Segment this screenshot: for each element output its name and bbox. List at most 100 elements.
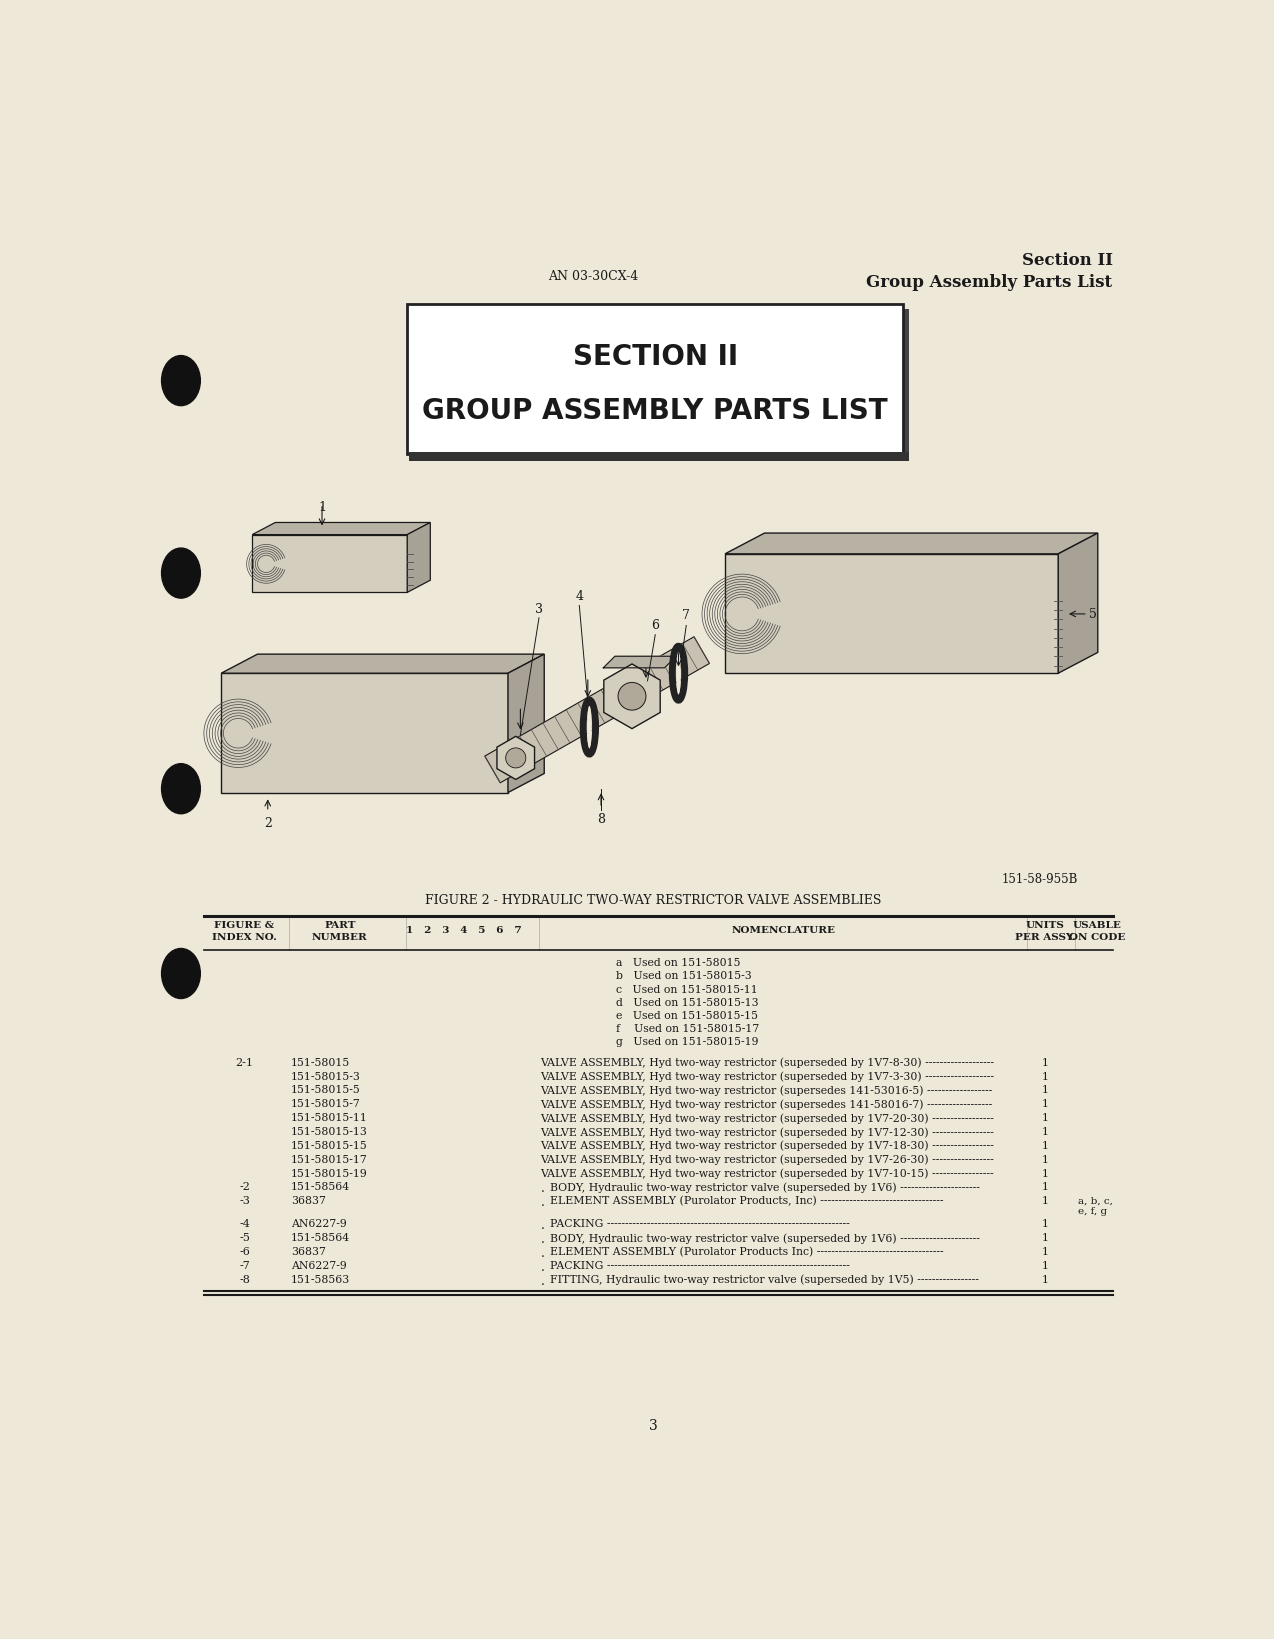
Text: VALVE ASSEMBLY, Hyd two-way restrictor (superseded by 1V7-12-30) ---------------: VALVE ASSEMBLY, Hyd two-way restrictor (…: [540, 1126, 994, 1137]
Text: .: .: [540, 1260, 544, 1274]
Text: VALVE ASSEMBLY, Hyd two-way restrictor (superseded by 1V7-8-30) ----------------: VALVE ASSEMBLY, Hyd two-way restrictor (…: [540, 1057, 995, 1067]
Text: PACKING -------------------------------------------------------------------: PACKING --------------------------------…: [550, 1219, 850, 1229]
Text: -3: -3: [240, 1195, 250, 1206]
Text: 1: 1: [1042, 1070, 1049, 1080]
Ellipse shape: [162, 764, 200, 815]
Bar: [408, 305, 903, 454]
Text: 1: 1: [1042, 1219, 1049, 1229]
Text: PACKING -------------------------------------------------------------------: PACKING --------------------------------…: [550, 1260, 850, 1270]
Text: 1: 1: [1042, 1057, 1049, 1067]
Ellipse shape: [587, 706, 591, 749]
Ellipse shape: [506, 749, 526, 769]
Text: -7: -7: [240, 1260, 250, 1270]
Bar: [413, 310, 908, 461]
Text: 151-58564: 151-58564: [290, 1233, 350, 1242]
Polygon shape: [725, 554, 1059, 674]
Text: .: .: [540, 1195, 544, 1208]
Text: 151-58015-19: 151-58015-19: [290, 1169, 368, 1178]
Text: -2: -2: [240, 1182, 250, 1192]
Text: VALVE ASSEMBLY, Hyd two-way restrictor (supersedes 141-53016-5) ----------------: VALVE ASSEMBLY, Hyd two-way restrictor (…: [540, 1085, 992, 1095]
Text: 151-58015-15: 151-58015-15: [290, 1141, 368, 1151]
Text: 1: 1: [318, 500, 326, 513]
Polygon shape: [222, 674, 508, 793]
Text: 151-58015-7: 151-58015-7: [290, 1098, 361, 1108]
Text: 3: 3: [648, 1418, 657, 1432]
Text: -6: -6: [240, 1246, 250, 1257]
Text: -4: -4: [240, 1219, 250, 1229]
Text: 1: 1: [1042, 1141, 1049, 1151]
Text: -8: -8: [240, 1274, 250, 1283]
Text: 1: 1: [1042, 1126, 1049, 1136]
Text: FITTING, Hydraulic two-way restrictor valve (superseded by 1V5) ----------------: FITTING, Hydraulic two-way restrictor va…: [550, 1274, 978, 1285]
Polygon shape: [485, 638, 710, 783]
Text: g   Used on 151-58015-19: g Used on 151-58015-19: [617, 1036, 759, 1046]
Text: 3: 3: [535, 603, 543, 616]
Text: 2-1: 2-1: [236, 1057, 254, 1067]
Text: 151-58015-5: 151-58015-5: [290, 1085, 361, 1095]
Text: .: .: [540, 1219, 544, 1231]
Bar: [409, 452, 908, 462]
Text: 151-58015: 151-58015: [290, 1057, 350, 1067]
Text: 1: 1: [1042, 1233, 1049, 1242]
Text: 1: 1: [1042, 1274, 1049, 1283]
Ellipse shape: [162, 356, 200, 406]
Text: .: .: [540, 1246, 544, 1259]
Text: BODY, Hydraulic two-way restrictor valve (superseded by 1V6) -------------------: BODY, Hydraulic two-way restrictor valve…: [550, 1233, 980, 1242]
Text: AN 03-30CX-4: AN 03-30CX-4: [548, 270, 638, 284]
Text: ELEMENT ASSEMBLY (Purolator Products, Inc) ----------------------------------: ELEMENT ASSEMBLY (Purolator Products, In…: [550, 1195, 943, 1206]
Text: 8: 8: [598, 813, 605, 826]
Text: 151-58015-11: 151-58015-11: [290, 1113, 368, 1123]
Text: 151-58563: 151-58563: [290, 1274, 350, 1283]
Text: BODY, Hydraulic two-way restrictor valve (superseded by 1V6) -------------------: BODY, Hydraulic two-way restrictor valve…: [550, 1182, 980, 1192]
Text: AN6227-9: AN6227-9: [290, 1260, 347, 1270]
Polygon shape: [1059, 534, 1098, 674]
Text: 151-58015-13: 151-58015-13: [290, 1126, 368, 1136]
Text: 4: 4: [576, 590, 583, 603]
Polygon shape: [725, 534, 1098, 554]
Text: 151-58015-3: 151-58015-3: [290, 1070, 361, 1080]
Text: SECTION II: SECTION II: [573, 343, 738, 370]
Polygon shape: [222, 654, 544, 674]
Text: 151-58-955B: 151-58-955B: [1001, 872, 1078, 885]
Text: GROUP ASSEMBLY PARTS LIST: GROUP ASSEMBLY PARTS LIST: [423, 397, 888, 425]
Text: .: .: [540, 1274, 544, 1287]
Text: VALVE ASSEMBLY, Hyd two-way restrictor (superseded by 1V7-20-30) ---------------: VALVE ASSEMBLY, Hyd two-way restrictor (…: [540, 1113, 994, 1123]
Ellipse shape: [676, 652, 680, 695]
Ellipse shape: [162, 949, 200, 998]
Text: NOMENCLATURE: NOMENCLATURE: [731, 926, 836, 934]
Polygon shape: [408, 523, 431, 593]
Text: VALVE ASSEMBLY, Hyd two-way restrictor (superseded by 1V7-26-30) ---------------: VALVE ASSEMBLY, Hyd two-way restrictor (…: [540, 1154, 994, 1165]
Text: .: .: [540, 1182, 544, 1195]
Polygon shape: [252, 523, 431, 536]
Text: 36837: 36837: [290, 1246, 326, 1257]
Polygon shape: [604, 664, 660, 729]
Text: 1: 1: [1042, 1154, 1049, 1164]
Text: USABLE
ON CODE: USABLE ON CODE: [1069, 921, 1125, 941]
Text: 7: 7: [683, 608, 691, 621]
Text: f    Used on 151-58015-17: f Used on 151-58015-17: [617, 1023, 759, 1033]
Text: d   Used on 151-58015-13: d Used on 151-58015-13: [617, 997, 759, 1006]
Text: VALVE ASSEMBLY, Hyd two-way restrictor (superseded by 1V7-10-15) ---------------: VALVE ASSEMBLY, Hyd two-way restrictor (…: [540, 1169, 994, 1178]
Text: 151-58015-17: 151-58015-17: [290, 1154, 368, 1164]
Text: a   Used on 151-58015: a Used on 151-58015: [617, 957, 741, 967]
Polygon shape: [604, 657, 676, 669]
Text: UNITS
PER ASSY.: UNITS PER ASSY.: [1014, 921, 1075, 941]
Text: .: .: [540, 1233, 544, 1246]
Text: VALVE ASSEMBLY, Hyd two-way restrictor (superseded by 1V7-3-30) ----------------: VALVE ASSEMBLY, Hyd two-way restrictor (…: [540, 1070, 995, 1082]
Text: Group Assembly Parts List: Group Assembly Parts List: [866, 274, 1112, 290]
Text: VALVE ASSEMBLY, Hyd two-way restrictor (supersedes 141-58016-7) ----------------: VALVE ASSEMBLY, Hyd two-way restrictor (…: [540, 1098, 992, 1110]
Text: AN6227-9: AN6227-9: [290, 1219, 347, 1229]
Polygon shape: [497, 738, 535, 780]
Polygon shape: [508, 654, 544, 793]
Text: 6: 6: [651, 618, 659, 631]
Text: 1: 1: [1042, 1169, 1049, 1178]
Text: ELEMENT ASSEMBLY (Purolator Products Inc) -----------------------------------: ELEMENT ASSEMBLY (Purolator Products Inc…: [550, 1246, 944, 1257]
Text: 1: 1: [1042, 1182, 1049, 1192]
Text: VALVE ASSEMBLY, Hyd two-way restrictor (superseded by 1V7-18-30) ---------------: VALVE ASSEMBLY, Hyd two-way restrictor (…: [540, 1141, 994, 1151]
Text: 1: 1: [1042, 1195, 1049, 1206]
Ellipse shape: [618, 683, 646, 711]
Text: PART
NUMBER: PART NUMBER: [312, 921, 368, 941]
Text: e   Used on 151-58015-15: e Used on 151-58015-15: [617, 1010, 758, 1019]
Text: a, b, c,
e, f, g: a, b, c, e, f, g: [1078, 1195, 1113, 1216]
Polygon shape: [252, 536, 408, 593]
